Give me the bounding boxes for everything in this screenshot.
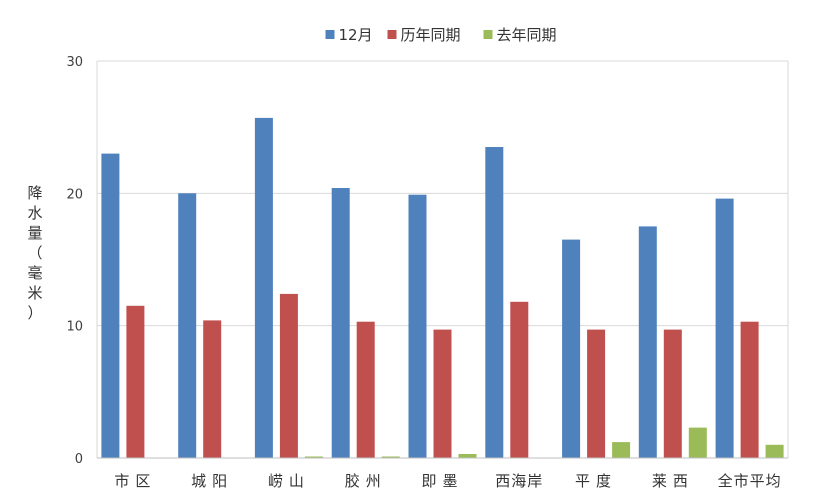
x-tick-label: 西海岸 (495, 472, 543, 490)
bar-1 (485, 147, 504, 458)
bar-3 (765, 444, 784, 458)
legend-swatch (325, 30, 335, 39)
legend-swatch (387, 30, 397, 39)
y-tick-label: 10 (66, 320, 83, 335)
y-axis-label-char: 水 (27, 204, 42, 222)
bar-3 (458, 454, 477, 458)
x-tick-label: 平度 (575, 472, 617, 490)
legend-label: 12月 (339, 26, 373, 44)
bar-1 (638, 226, 657, 458)
bar-3 (612, 442, 631, 458)
bar-1 (178, 193, 197, 459)
y-axis-label-char: ） (27, 304, 42, 322)
bar-2 (203, 320, 222, 458)
y-axis-label-char: 量 (27, 224, 42, 242)
y-axis-label-char: 降 (27, 184, 42, 202)
axes: 0 10 20 30 市区 城阳 崂山 胶州 即墨 西海岸 平度 莱西 全市平均 (66, 55, 788, 490)
y-tick-label: 30 (66, 55, 83, 70)
bar-2 (740, 321, 759, 458)
y-tick-label: 0 (75, 452, 83, 467)
y-axis-label-char: 毫 (27, 264, 42, 282)
bar-2 (510, 301, 529, 458)
bar-1 (562, 239, 581, 458)
bar-3 (381, 456, 400, 458)
x-tick-label: 即墨 (421, 472, 463, 490)
x-tick-label: 全市平均 (718, 472, 782, 490)
bar-2 (663, 329, 682, 458)
x-tick-label: 市区 (114, 472, 156, 490)
bar-1 (715, 198, 734, 458)
legend: 12月 历年同期 去年同期 (325, 26, 557, 44)
y-axis-label: 降水量 （ 毫米 ） (27, 184, 42, 322)
legend-label: 去年同期 (497, 26, 557, 44)
x-tick-label: 胶州 (345, 472, 387, 490)
y-tick-label: 20 (66, 187, 83, 202)
bar-2 (587, 329, 606, 458)
legend-label: 历年同期 (401, 26, 461, 44)
bar-3 (304, 456, 323, 458)
x-tick-label: 崂山 (268, 472, 310, 490)
x-tick-label: 莱西 (652, 472, 694, 490)
bar-2 (279, 293, 298, 458)
y-axis-label-char: 米 (27, 284, 42, 302)
bar-1 (254, 117, 273, 459)
y-axis-label-char: （ (27, 244, 42, 262)
bar-2 (356, 321, 375, 458)
bar-2 (433, 329, 452, 458)
bar-3 (688, 427, 707, 458)
bar-1 (101, 153, 120, 458)
legend-swatch (483, 30, 493, 39)
bar-2 (126, 305, 145, 458)
bar-1 (408, 194, 427, 458)
bar-1 (331, 188, 350, 458)
bars (101, 117, 784, 459)
x-tick-label: 城阳 (191, 472, 233, 490)
